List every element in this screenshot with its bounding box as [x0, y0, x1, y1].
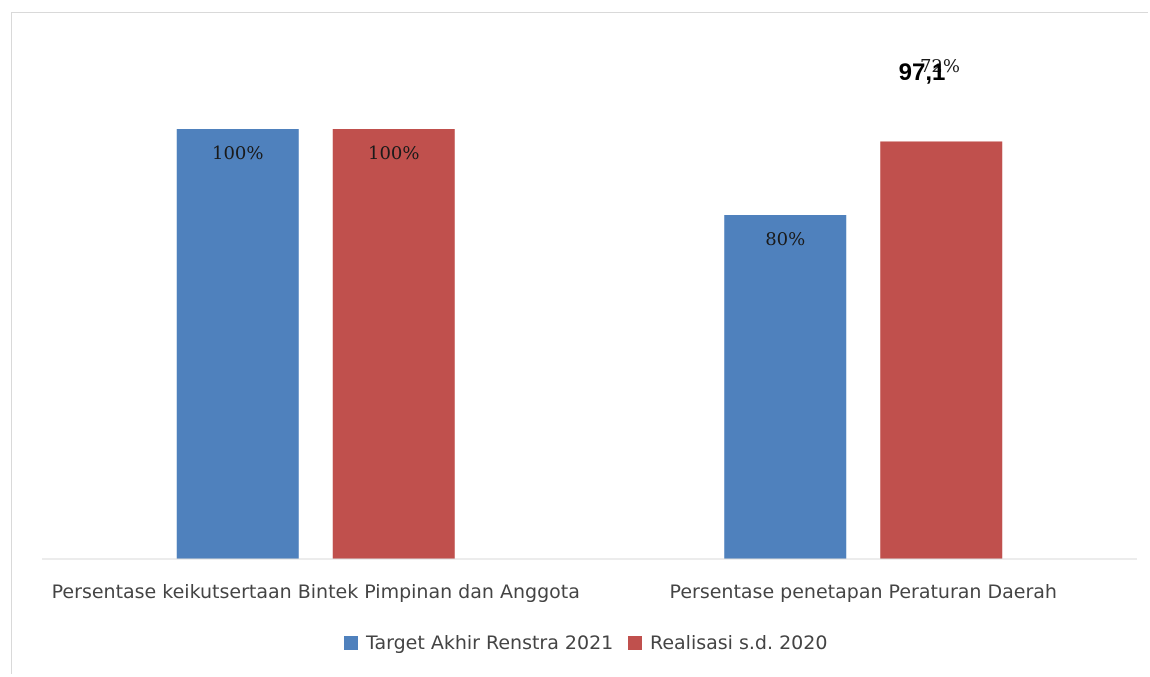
legend-swatch-realisasi	[628, 636, 642, 650]
category-label-2: Persentase penetapan Peraturan Daerah	[670, 581, 1057, 603]
bar-target-2	[724, 215, 847, 559]
legend-swatch-target	[344, 636, 358, 650]
bar-realisasi-2	[880, 141, 1003, 559]
legend: Target Akhir Renstra 2021 Realisasi s.d. …	[344, 632, 827, 654]
data-label-target-2: 80%	[765, 229, 805, 250]
data-label-realisasi-1: 100%	[368, 143, 419, 164]
legend-label-realisasi: Realisasi s.d. 2020	[650, 632, 827, 654]
bar-target-1	[176, 129, 299, 559]
legend-label-target: Target Akhir Renstra 2021	[365, 632, 613, 654]
category-labels-group: Persentase keikutsertaan Bintek Pimpinan…	[52, 581, 1057, 603]
bar-realisasi-1	[332, 129, 455, 559]
chart-frame	[11, 12, 1148, 674]
data-label-target-1: 100%	[212, 143, 263, 164]
annotation-label-percent: 72%	[920, 56, 960, 77]
bars-group	[176, 129, 1003, 559]
category-label-1: Persentase keikutsertaan Bintek Pimpinan…	[52, 581, 580, 603]
data-labels-group: 100% 100% 80% 72%97,1	[212, 56, 960, 250]
annotation-label-value: 97,1	[899, 59, 946, 86]
